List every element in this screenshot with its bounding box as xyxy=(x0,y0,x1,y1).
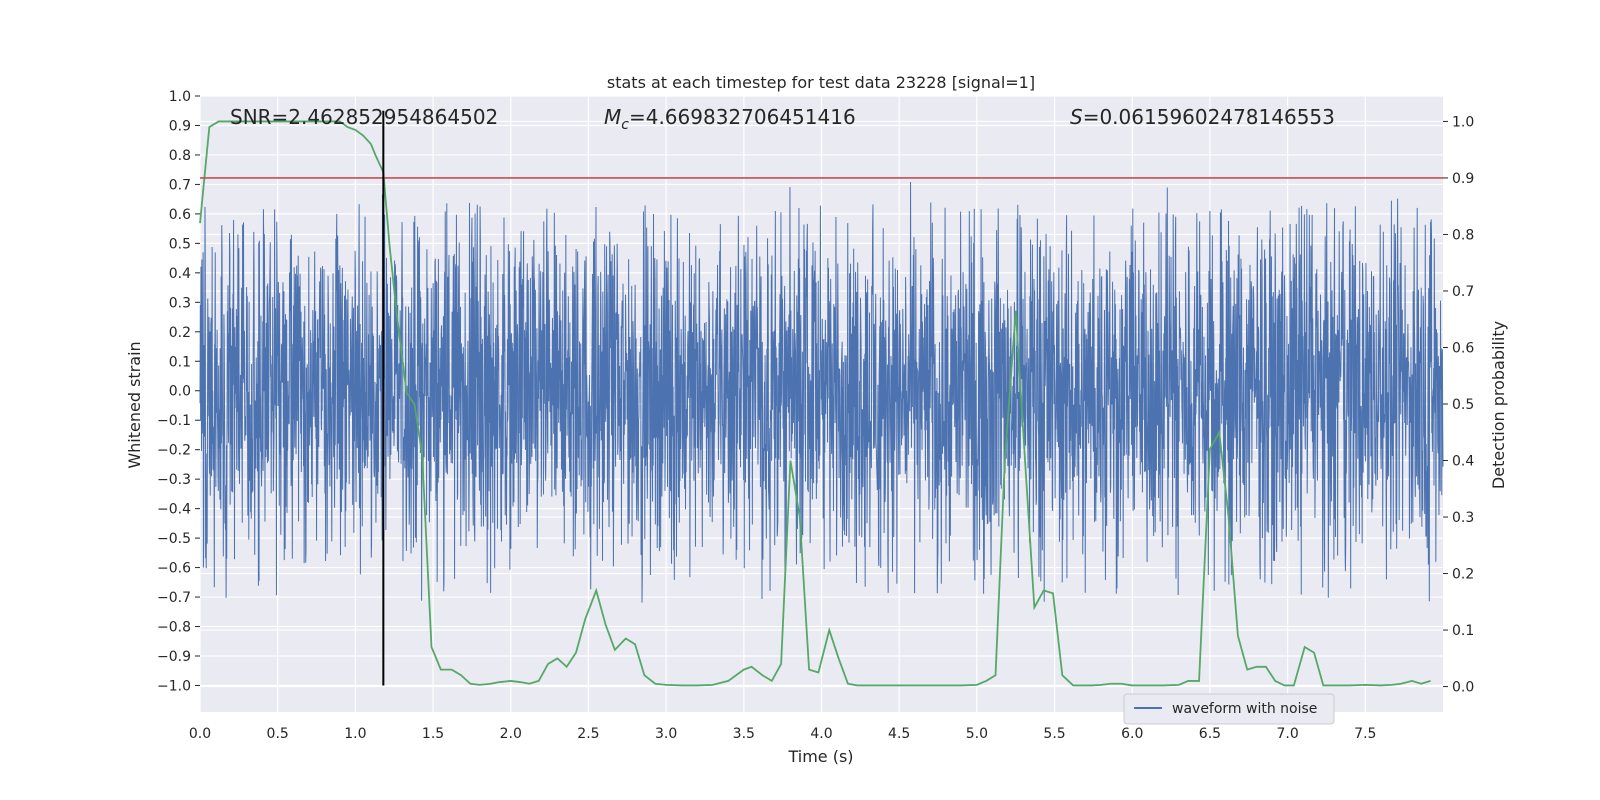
y-left-tick-label-10: 0.0 xyxy=(169,384,191,400)
y-axis-left-ticks: 1.0 0.9 0.8 0.7 0.6 0.5 0.4 0.3 0.2 0.1 0.0 −0.1 −0.… xyxy=(157,89,200,694)
y-left-tick-label-14: −0.4 xyxy=(157,502,191,518)
y-left-tick-label-11: −0.1 xyxy=(157,413,191,429)
probability-series xyxy=(199,120,1431,687)
y-left-tick-label-7: 0.3 xyxy=(169,295,191,311)
chirp-mass-annotation: Mc=4.669832706451416 xyxy=(604,105,856,133)
y-left-tick-label-0: 1.0 xyxy=(169,89,191,105)
x-tick-label-11: 5.5 xyxy=(1043,726,1065,742)
y-right-tick-label-6: 0.4 xyxy=(1452,454,1474,470)
x-tick-label-1: 0.5 xyxy=(267,726,289,742)
probability-line xyxy=(199,120,1431,687)
y-right-tick-label-4: 0.6 xyxy=(1452,340,1474,356)
x-tick-label-7: 3.5 xyxy=(733,726,755,742)
x-tick-label-9: 4.5 xyxy=(888,726,910,742)
x-tick-label-3: 1.5 xyxy=(422,726,444,742)
y-right-tick-label-0: 1.0 xyxy=(1452,114,1474,130)
s-statistic-value: =0.06159602478146553 xyxy=(1083,105,1335,129)
y-right-tick-label-8: 0.2 xyxy=(1452,567,1474,583)
legend-box xyxy=(1123,693,1335,725)
x-tick-label-4: 2.0 xyxy=(500,726,522,742)
y-left-tick-label-3: 0.7 xyxy=(169,177,191,193)
x-tick-label-2: 1.0 xyxy=(344,726,366,742)
y-left-tick-label-12: −0.2 xyxy=(157,443,191,459)
y-axis-right-ticks: 1.0 0.9 0.8 0.7 0.6 0.5 0.4 0.3 0.2 0.1 0.0 xyxy=(1443,114,1474,696)
y-right-tick-label-3: 0.7 xyxy=(1452,284,1474,300)
y-left-tick-label-18: −0.8 xyxy=(157,620,191,636)
y-left-tick-label-5: 0.5 xyxy=(169,236,191,252)
y-left-tick-label-6: 0.4 xyxy=(169,266,191,282)
overlays xyxy=(200,110,1443,686)
y-left-tick-label-16: −0.6 xyxy=(157,561,191,577)
y-left-tick-label-4: 0.6 xyxy=(169,207,191,223)
y-left-tick-label-15: −0.5 xyxy=(157,531,191,547)
chirp-mass-symbol: M xyxy=(604,105,621,129)
y-right-tick-label-2: 0.8 xyxy=(1452,227,1474,243)
y-right-tick-label-9: 0.1 xyxy=(1452,623,1474,639)
legend: waveform with noise xyxy=(1123,693,1335,725)
y-left-tick-label-20: −1.0 xyxy=(157,678,191,694)
chart-title: stats at each timestep for test data 232… xyxy=(607,73,1035,92)
legend-entry-waveform: waveform with noise xyxy=(1172,701,1317,717)
s-statistic-annotation: S=0.06159602478146553 xyxy=(1070,105,1335,129)
x-tick-label-14: 7.0 xyxy=(1276,726,1298,742)
x-tick-label-15: 7.5 xyxy=(1354,726,1376,742)
x-axis-label: Time (s) xyxy=(787,747,853,766)
y-left-tick-label-17: −0.7 xyxy=(157,590,191,606)
chirp-mass-subscript: c xyxy=(621,117,629,133)
y-axis-right-label: Detection probability xyxy=(1489,321,1508,489)
x-tick-label-6: 3.0 xyxy=(655,726,677,742)
x-tick-label-10: 5.0 xyxy=(966,726,988,742)
chirp-mass-value: =4.669832706451416 xyxy=(629,105,856,129)
y-right-tick-label-1: 0.9 xyxy=(1452,171,1474,187)
x-tick-label-0: 0.0 xyxy=(189,726,211,742)
y-axis-left-label: Whitened strain xyxy=(125,341,144,468)
x-tick-label-12: 6.0 xyxy=(1121,726,1143,742)
x-tick-label-13: 6.5 xyxy=(1199,726,1221,742)
y-left-tick-label-9: 0.1 xyxy=(169,354,191,370)
y-right-tick-label-7: 0.3 xyxy=(1452,510,1474,526)
y-right-tick-label-5: 0.5 xyxy=(1452,397,1474,413)
y-left-tick-label-8: 0.2 xyxy=(169,325,191,341)
y-left-tick-label-1: 0.9 xyxy=(169,118,191,134)
x-tick-label-5: 2.5 xyxy=(577,726,599,742)
s-statistic-symbol: S xyxy=(1070,105,1083,129)
y-right-tick-label-10: 0.0 xyxy=(1452,680,1474,696)
x-tick-label-8: 4.0 xyxy=(810,726,832,742)
snr-annotation: SNR=2.462852954864502 xyxy=(230,105,498,129)
y-left-tick-label-2: 0.8 xyxy=(169,148,191,164)
y-left-tick-label-19: −0.9 xyxy=(157,649,191,665)
x-axis-ticks: 0.0 0.5 1.0 1.5 2.0 2.5 3.0 3.5 4.0 4.5 5.0 5.5 6.0 6… xyxy=(189,726,1377,742)
y-left-tick-label-13: −0.3 xyxy=(157,472,191,488)
